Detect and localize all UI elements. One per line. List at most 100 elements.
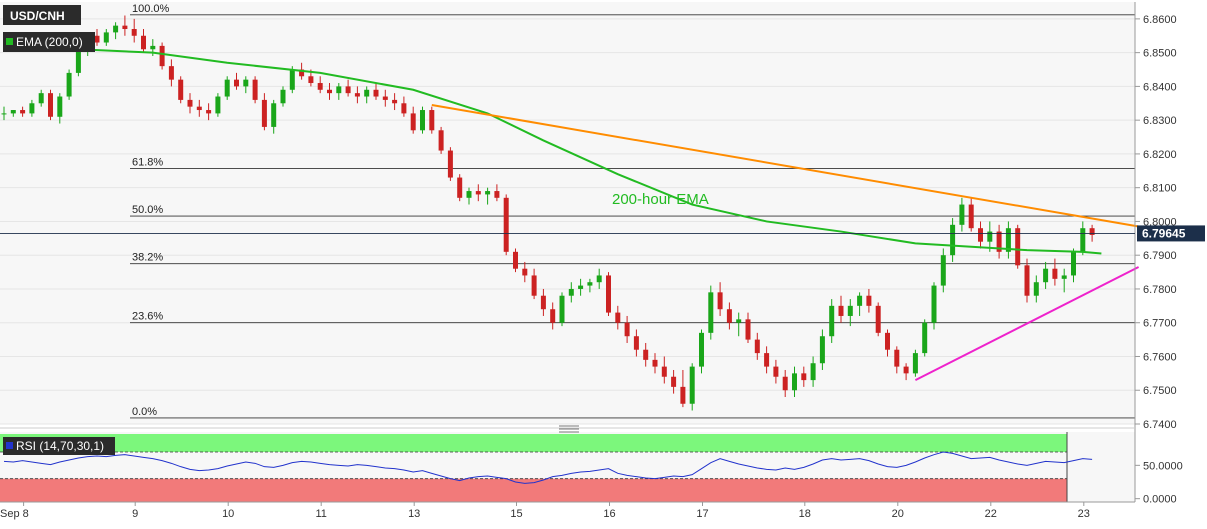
candle-body (438, 130, 444, 151)
candle-body (503, 197, 509, 252)
price-panel-background (0, 2, 1135, 424)
indicator-label: EMA (200,0) (16, 35, 83, 49)
candle-body (168, 66, 174, 80)
candle-body (680, 386, 686, 404)
candle-body (75, 49, 81, 73)
price-tick-label: 6.7900 (1143, 250, 1177, 262)
fib-level-label: 0.0% (132, 406, 157, 418)
rsi-overbought-zone (0, 434, 1067, 452)
candle-body (392, 99, 398, 104)
candle-body (1043, 268, 1049, 283)
candle-body (289, 69, 295, 90)
candle-body (1052, 268, 1058, 279)
panel-resize-handle[interactable] (559, 425, 579, 433)
candle-body (224, 79, 230, 97)
ema-200-line (3, 41, 1102, 255)
candlesticks (1, 15, 1095, 411)
symbol-label: USD/CNH (10, 9, 65, 23)
candle-body (847, 305, 853, 316)
candle-body (968, 204, 974, 229)
candle-body (754, 339, 760, 354)
candle-body (726, 309, 732, 323)
candle-body (410, 113, 416, 131)
overlay-lines (3, 41, 1140, 382)
candle-body (382, 96, 388, 100)
candle-body (345, 86, 351, 94)
candle-body (1080, 228, 1086, 252)
rsi-oversold-zone (0, 478, 1067, 502)
candle-body (885, 332, 890, 350)
rsi-tick-label: 0.0000 (1143, 494, 1177, 506)
price-tick-label: 6.8200 (1143, 149, 1177, 161)
candle-body (354, 93, 360, 97)
candle-body (494, 191, 500, 198)
candle-body (819, 336, 825, 364)
candle-body (420, 110, 425, 131)
candle-body (429, 110, 435, 131)
candle-body (317, 83, 323, 90)
candle-body (1, 113, 7, 115)
candle-body (745, 319, 751, 340)
candle-body (447, 150, 453, 178)
candle-body (457, 177, 463, 198)
price-tick-label: 6.8600 (1143, 14, 1177, 26)
candle-body (48, 93, 53, 117)
candle-body (485, 191, 491, 195)
candle-body (912, 353, 918, 374)
candle-body (624, 322, 630, 337)
time-tick-label: 23 (1078, 508, 1090, 520)
rsi-tick-label: 50.0000 (1143, 460, 1183, 472)
current-price-tag (1137, 225, 1205, 242)
candle-body (578, 285, 584, 289)
candle-body (708, 292, 714, 333)
candle-body (113, 25, 119, 33)
indicator-badge (3, 32, 95, 52)
support-trendline (914, 266, 1140, 382)
candle-body (764, 353, 770, 367)
price-tick-label: 6.7500 (1143, 385, 1177, 397)
candle-body (20, 110, 26, 114)
current-price-value: 6.79645 (1142, 226, 1186, 240)
candle-body (513, 251, 518, 269)
price-gridlines (0, 18, 1135, 425)
fib-level-label: 23.6% (132, 311, 163, 323)
candle-body (978, 228, 983, 242)
candle-body (187, 99, 193, 107)
candle-body (1024, 265, 1030, 296)
candle-body (550, 309, 556, 323)
fibonacci-levels: 100.0% 61.8% 50.0% 38.2% 23.6% 0.0% (130, 3, 1135, 419)
time-tick-label: 18 (799, 508, 811, 520)
candle-body (1089, 228, 1095, 235)
candle-body (717, 292, 723, 310)
candle-body (950, 224, 956, 256)
time-tick-label: 9 (132, 508, 138, 520)
candle-body (215, 96, 221, 114)
candle-body (652, 359, 658, 367)
indicator-color-swatch (6, 38, 13, 45)
candle-body (875, 305, 881, 333)
price-tick-label: 6.8300 (1143, 115, 1177, 127)
candle-body (931, 285, 937, 323)
symbol-badge (3, 5, 81, 25)
candle-body (568, 288, 574, 296)
candle-body (903, 366, 909, 374)
rsi-line (3, 451, 1093, 484)
candle-body (894, 349, 900, 367)
candle-body (159, 45, 165, 67)
candle-body (271, 103, 277, 127)
candle-body (234, 79, 239, 87)
candle-body (587, 282, 593, 286)
candle-body (996, 231, 1002, 252)
resistance-trendline (431, 103, 1139, 228)
candle-body (243, 79, 249, 87)
candle-body (336, 86, 342, 94)
fib-level-label: 61.8% (132, 156, 163, 168)
candle-body (122, 25, 128, 30)
candle-body (810, 363, 816, 381)
price-tick-label: 6.8500 (1143, 48, 1177, 60)
time-tick-label: 13 (408, 508, 420, 520)
candle-body (531, 275, 537, 296)
candle-body (308, 76, 314, 84)
candle-body (252, 79, 258, 100)
